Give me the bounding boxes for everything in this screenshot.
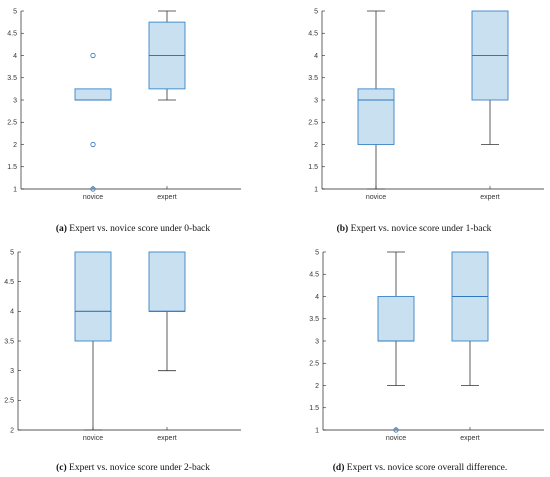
panel-a-caption-text: Expert vs. novice score under 0-back (67, 224, 210, 234)
x-tick-label-expert: expert (157, 435, 177, 442)
outlier-point (393, 427, 399, 433)
box-novice (74, 251, 112, 431)
y-tick-label: 1 (315, 427, 319, 434)
iqr-box (74, 251, 112, 342)
y-tick-label: 4.5 (7, 31, 17, 38)
box-expert (148, 251, 186, 372)
y-tick-label: 4 (10, 309, 14, 316)
x-tick-label-novice: novice (83, 435, 103, 442)
y-tick-label: 3.5 (308, 75, 318, 82)
y-tick-label: 1.5 (308, 164, 318, 171)
y-tick-label: 2.5 (308, 120, 318, 127)
panel-d-caption-letter: (d) (333, 462, 345, 473)
x-tick-label-novice: novice (366, 194, 386, 201)
y-tick-label: 4 (13, 53, 17, 60)
panel-b-plot: 1 1.5 2 2.5 3 3.5 4 4.5 5 novice expert (308, 8, 544, 201)
y-tick-label: 4.5 (4, 279, 14, 286)
y-tick-label: 1.5 (309, 405, 319, 412)
panel-c-caption: (c) Expert vs. novice score under 2-back (56, 462, 210, 473)
box-expert (148, 10, 186, 101)
panel-a-caption-letter: (a) (56, 223, 67, 234)
y-tick-label: 2.5 (7, 120, 17, 127)
x-tick-label-expert: expert (480, 194, 500, 201)
y-tick-label: 1 (314, 186, 318, 193)
box-novice (74, 52, 112, 192)
y-tick-label: 2.5 (4, 398, 14, 405)
y-tick-label: 2.5 (309, 361, 319, 368)
y-tick-label: 2 (10, 427, 14, 434)
y-tick-label: 4 (314, 53, 318, 60)
panel-b-caption: (b) Expert vs. novice score under 1-back (337, 223, 492, 234)
y-tick-label: 4 (315, 294, 319, 301)
box-expert (451, 251, 489, 386)
iqr-box (357, 88, 395, 145)
y-tick-label: 2 (13, 142, 17, 149)
y-tick-label: 4.5 (308, 31, 318, 38)
y-tick-label: 3.5 (4, 338, 14, 345)
y-tick-label: 5 (13, 8, 17, 15)
box-novice (357, 10, 395, 190)
y-tick-label: 3 (314, 97, 318, 104)
x-tick-label-novice: novice (83, 194, 103, 201)
panel-d-caption: (d) Expert vs. novice score overall diff… (333, 462, 507, 473)
panel-d: 1 1.5 2 2.5 3 3.5 4 4.5 5 novice expert (d) Expert… (309, 249, 544, 473)
panel-c-caption-text: Expert vs. novice score under 2-back (67, 463, 210, 473)
panel-c-plot: 2 2.5 3 3.5 4 4.5 5 novice expert (4, 249, 241, 442)
iqr-box (377, 296, 415, 342)
y-tick-label: 1 (13, 186, 17, 193)
y-tick-label: 5 (315, 249, 319, 256)
panel-b-caption-text: Expert vs. novice score under 1-back (348, 224, 491, 234)
outlier-point (90, 186, 96, 192)
outlier-point (90, 141, 96, 148)
y-tick-label: 3.5 (7, 75, 17, 82)
panel-a: 1 1.5 2 2.5 3 3.5 4 4.5 5 novice expert (a) Expert… (7, 8, 241, 234)
y-tick-label: 5 (314, 8, 318, 15)
x-tick-label-novice: novice (386, 435, 406, 442)
x-tick-label-expert: expert (460, 435, 480, 442)
panel-b: 1 1.5 2 2.5 3 3.5 4 4.5 5 novice expert (b) Expert… (308, 8, 544, 234)
panel-c-caption-letter: (c) (56, 462, 67, 473)
box-expert (471, 10, 509, 145)
y-tick-label: 3 (10, 368, 14, 375)
panel-c: 2 2.5 3 3.5 4 4.5 5 novice expert (c) Expert vs.… (4, 249, 241, 473)
y-tick-label: 2 (315, 383, 319, 390)
iqr-box (74, 88, 112, 101)
panel-d-caption-text: Expert vs. novice score overall differen… (344, 462, 507, 473)
y-tick-label: 3 (315, 338, 319, 345)
y-tick-label: 5 (10, 249, 14, 256)
panel-d-plot: 1 1.5 2 2.5 3 3.5 4 4.5 5 novice expert (309, 249, 544, 442)
y-tick-label: 3 (13, 97, 17, 104)
outlier-point (90, 52, 96, 59)
panel-a-caption: (a) Expert vs. novice score under 0-back (56, 223, 211, 234)
panel-b-caption-letter: (b) (337, 223, 349, 234)
iqr-box (148, 251, 186, 312)
y-tick-label: 1.5 (7, 164, 17, 171)
y-tick-label: 4.5 (309, 272, 319, 279)
y-tick-label: 2 (314, 142, 318, 149)
box-novice (377, 251, 415, 433)
panel-a-plot: 1 1.5 2 2.5 3 3.5 4 4.5 5 novice expert (7, 8, 241, 201)
y-tick-label: 3.5 (309, 316, 319, 323)
x-tick-label-expert: expert (157, 194, 177, 201)
